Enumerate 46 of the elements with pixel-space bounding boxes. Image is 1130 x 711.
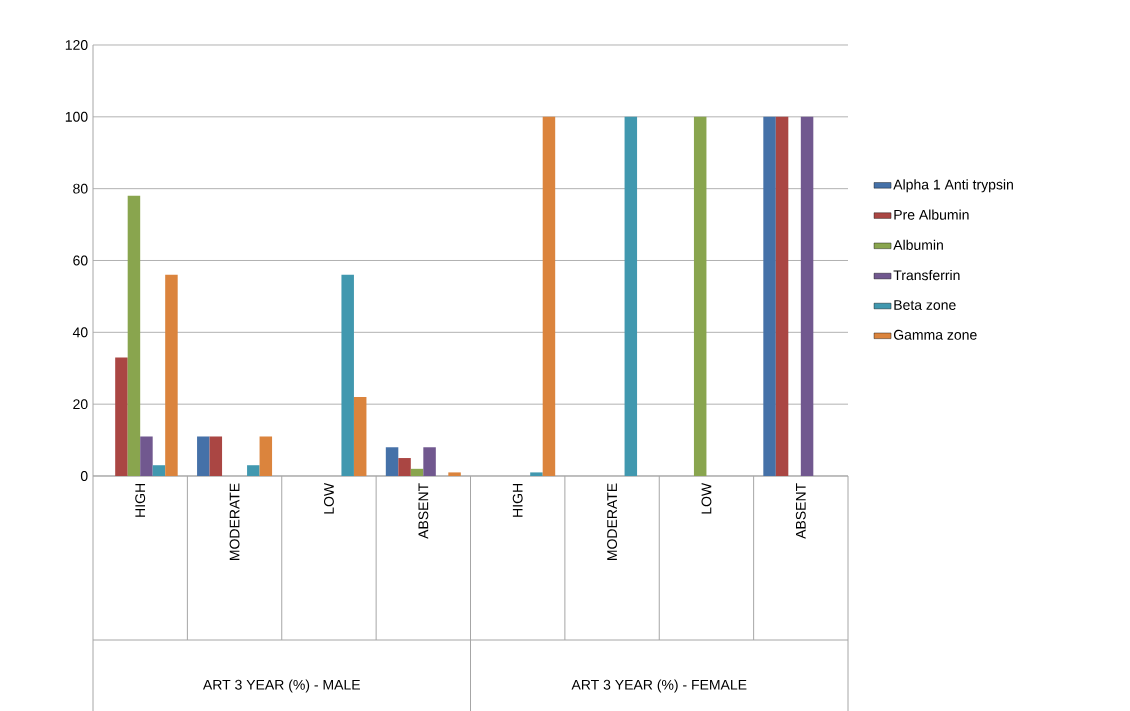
legend-label: Transferrin [893,269,960,281]
bar [353,396,367,476]
bar [624,116,638,476]
x-tick-label: LOW [323,482,334,514]
bar [140,436,153,476]
x-tick-label: MODERATE [229,483,240,561]
bar [800,116,814,476]
legend-label: Albumin [893,239,943,250]
bar [410,468,424,476]
y-tick-label: 80 [73,183,88,194]
bar [423,447,436,476]
bar [247,465,260,476]
x-tick-label: ABSENT [418,483,429,539]
bar [115,357,128,476]
bar [209,436,223,476]
bar [197,436,210,476]
text: ART 3 YEAR (%) - MALE [202,679,360,693]
bar [152,465,166,476]
x-tick-label: ABSENT [795,483,806,539]
bar [259,436,273,476]
y-tick-label: 20 [73,399,88,410]
y-tick-label: 0 [80,471,88,481]
bar [530,472,543,476]
x-tick-label: LOW [701,482,712,514]
bar [127,195,141,476]
y-tick-label: 100 [65,111,88,122]
legend-label: Alpha 1 Anti trypsin [893,179,1013,193]
bar [763,116,776,476]
bar [775,116,789,476]
text: ART 3 YEAR (%) - FEMALE [571,679,747,693]
x-tick-label: HIGH [135,484,146,517]
y-tick-label: 120 [65,40,88,50]
bar [398,458,411,476]
bar [693,116,707,476]
bar [448,472,461,476]
y-tick-label: 40 [72,327,88,338]
x-tick-label: HIGH [512,484,523,517]
legend-label: Beta zone [894,300,956,310]
bar [341,274,354,476]
bar [385,447,399,476]
x-tick-label: MODERATE [607,483,618,561]
legend-label: Gamma zone [893,329,977,340]
bar [542,116,556,476]
y-tick-label: 60 [73,255,88,266]
legend-label: Pre Albumin [894,209,969,220]
bar [165,274,178,476]
